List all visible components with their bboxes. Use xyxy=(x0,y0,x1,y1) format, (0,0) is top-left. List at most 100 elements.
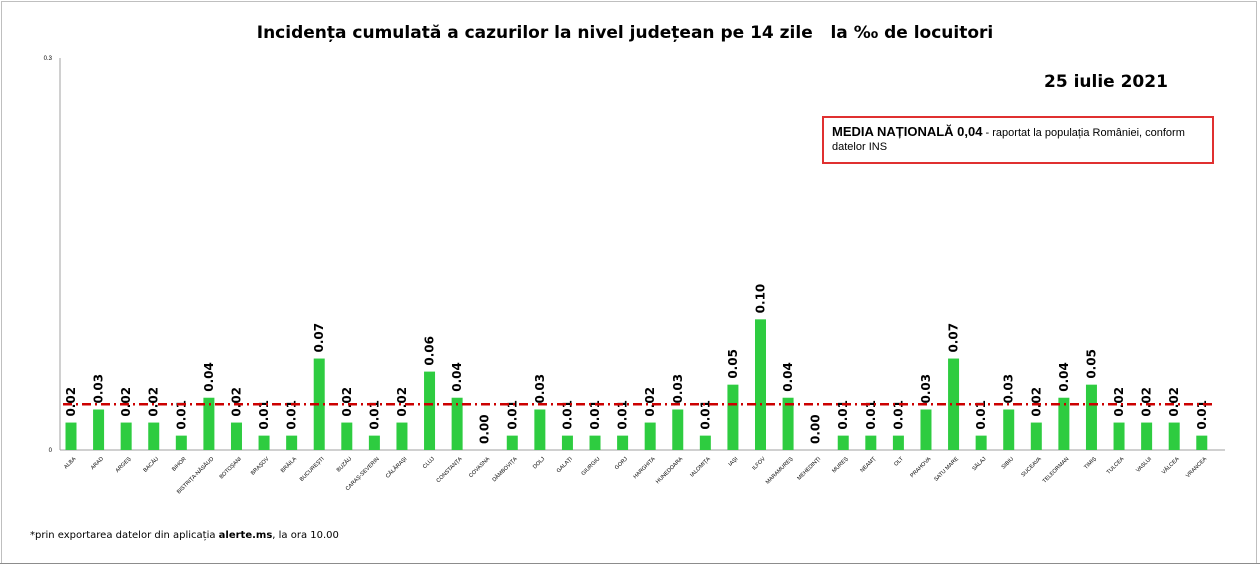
data-label: 0.02 xyxy=(643,387,657,417)
x-tick-label: SUCEAVA xyxy=(1020,456,1042,478)
x-tick-label: VRANCEA xyxy=(1185,456,1208,479)
bar xyxy=(230,422,242,450)
bar xyxy=(368,435,380,450)
bar xyxy=(561,435,573,450)
chart-title: Incidența cumulată a cazurilor la nivel … xyxy=(256,23,994,43)
national-average-box: MEDIA NAȚIONALĂ 0,04 - raportat la popul… xyxy=(822,116,1214,164)
bar xyxy=(1085,384,1097,450)
data-label: 0.01 xyxy=(174,400,188,430)
bar xyxy=(286,435,298,450)
x-tick-label: SIBIU xyxy=(1001,456,1015,470)
bar xyxy=(1003,409,1015,450)
bar xyxy=(1058,397,1070,450)
bar xyxy=(424,371,436,450)
bar xyxy=(1168,422,1180,450)
x-tick-label: ARGEȘ xyxy=(115,456,133,474)
data-label: 0.04 xyxy=(450,362,464,392)
data-label: 0.01 xyxy=(864,400,878,430)
x-tick-label: GORJ xyxy=(614,456,629,471)
x-tick-label: ARAD xyxy=(90,456,105,471)
bar xyxy=(396,422,408,450)
bar xyxy=(727,384,739,450)
data-label: 0.01 xyxy=(588,400,602,430)
x-tick-label: IAȘI xyxy=(728,456,740,468)
data-label: 0.04 xyxy=(781,362,795,392)
data-label: 0.05 xyxy=(1084,349,1098,379)
data-label: 0.01 xyxy=(1195,400,1209,430)
x-tick-label: MARAMUREȘ xyxy=(765,456,795,486)
data-label: 0.01 xyxy=(505,400,519,430)
x-tick-label: BACĂU xyxy=(142,455,160,473)
bar xyxy=(892,435,904,450)
x-tick-label: IALOMIȚA xyxy=(689,456,712,479)
chart-date: 25 iulie 2021 xyxy=(1044,72,1168,92)
national-average-note: - raportat la populația României, confor… xyxy=(832,127,1185,153)
x-tick-label: VASLUI xyxy=(1135,456,1153,474)
data-label: 0.00 xyxy=(809,414,823,444)
national-average-label: MEDIA NAȚIONALĂ 0,04 xyxy=(832,124,983,139)
x-tick-label: DOLJ xyxy=(532,456,546,470)
x-tick-label: TELEORMAN xyxy=(1042,456,1070,484)
x-tick-label: TULCEA xyxy=(1106,456,1126,476)
data-label: 0.01 xyxy=(285,400,299,430)
x-tick-label: MEHEDINȚI xyxy=(796,456,822,482)
data-label: 0.00 xyxy=(478,414,492,444)
x-tick-label: BIHOR xyxy=(171,456,188,473)
bar xyxy=(920,409,932,450)
footnote-suffix: , la ora 10.00 xyxy=(272,530,339,541)
bar xyxy=(175,435,187,450)
x-tick-label: OLT xyxy=(893,456,905,468)
data-label: 0.02 xyxy=(64,387,78,417)
bar xyxy=(589,435,601,450)
data-label: 0.02 xyxy=(1140,387,1154,417)
bar xyxy=(203,397,215,450)
bar xyxy=(617,435,629,450)
data-label: 0.02 xyxy=(1167,387,1181,417)
x-tick-label: BOTOȘANI xyxy=(219,456,244,481)
x-tick-label: ALBA xyxy=(63,456,77,470)
x-tick-label: TIMIȘ xyxy=(1083,456,1098,471)
x-tick-label: GIURGIU xyxy=(581,456,602,477)
data-label: 0.04 xyxy=(202,362,216,392)
footnote-prefix: *prin exportarea datelor din aplicația xyxy=(30,530,219,541)
data-label: 0.03 xyxy=(533,374,547,404)
footnote-app: alerte.ms xyxy=(218,530,273,541)
x-tick-label: GALAȚI xyxy=(556,456,574,474)
data-label: 0.03 xyxy=(92,374,106,404)
x-tick-label: HUNEDOARA xyxy=(655,456,684,485)
x-tick-label: SATU MARE xyxy=(933,456,960,483)
data-label: 0.02 xyxy=(119,387,133,417)
data-label: 0.07 xyxy=(312,323,326,353)
bar xyxy=(948,358,960,450)
data-label: 0.03 xyxy=(919,374,933,404)
bar xyxy=(837,435,849,450)
x-tick-label: BRĂILA xyxy=(279,455,298,474)
bar xyxy=(451,397,463,450)
x-tick-label: CĂLĂRAȘI xyxy=(384,455,409,480)
data-label: 0.01 xyxy=(367,400,381,430)
data-label: 0.03 xyxy=(1002,374,1016,404)
data-label: 0.04 xyxy=(1057,362,1071,392)
bar xyxy=(672,409,684,450)
data-label: 0.03 xyxy=(671,374,685,404)
bar xyxy=(65,422,77,450)
bar xyxy=(1141,422,1153,450)
x-tick-label: PRAHOVA xyxy=(909,456,932,479)
bar xyxy=(534,409,546,450)
bottom-divider xyxy=(0,563,1260,578)
x-tick-label: NEAMȚ xyxy=(859,456,877,474)
bar xyxy=(975,435,987,450)
data-label: 0.05 xyxy=(726,349,740,379)
bar xyxy=(313,358,325,450)
x-tick-label: VÂLCEA xyxy=(1160,455,1181,476)
x-tick-label: DÂMBOVIȚA xyxy=(491,455,519,483)
y-tick-label: 0 xyxy=(49,448,53,454)
bar xyxy=(755,319,766,450)
data-label: 0.01 xyxy=(257,400,271,430)
x-tick-label: CLUJ xyxy=(422,456,436,470)
data-label: 0.02 xyxy=(147,387,161,417)
x-tick-label: BUCUREȘTI xyxy=(299,456,326,483)
x-tick-label: MUREȘ xyxy=(831,456,850,475)
data-label: 0.01 xyxy=(698,400,712,430)
